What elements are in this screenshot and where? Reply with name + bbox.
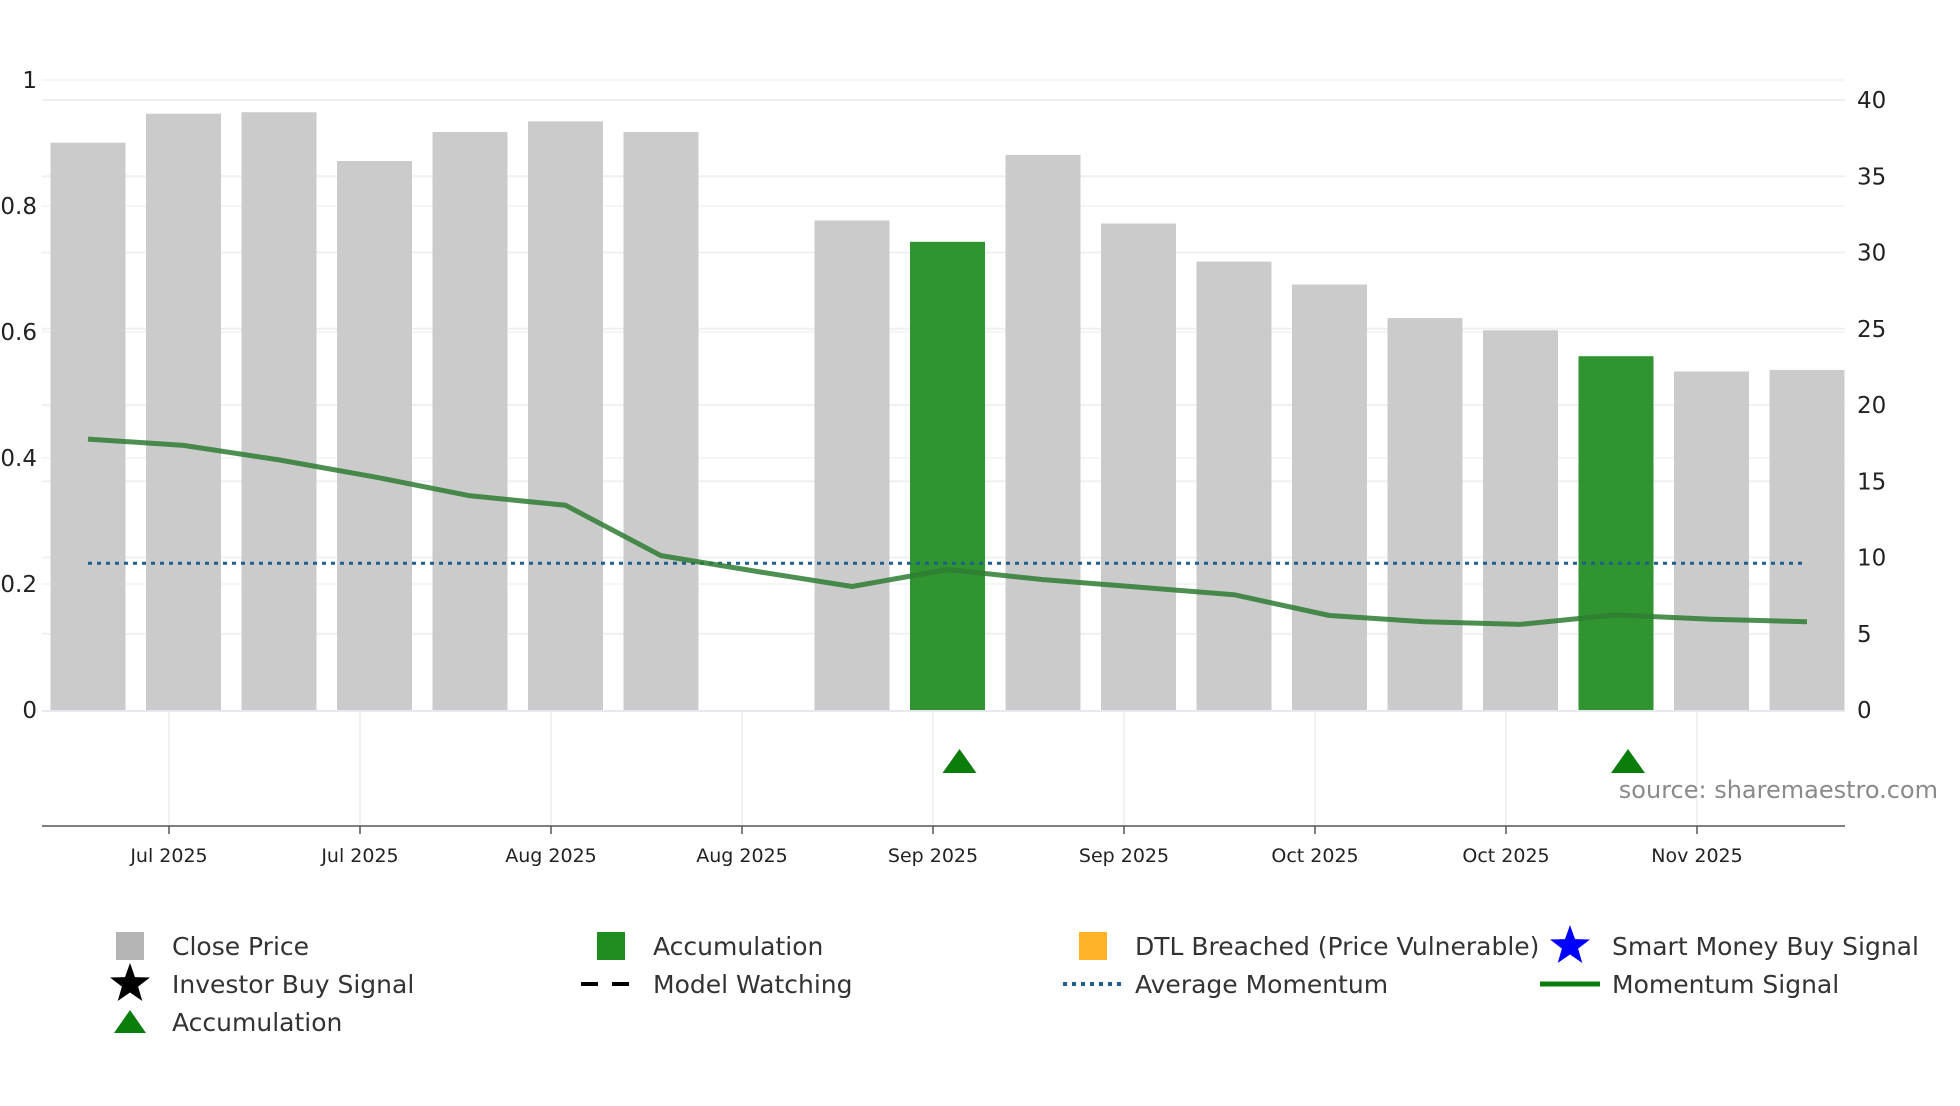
left-axis-tick-label: 0.8 [0, 194, 37, 220]
legend-label: Momentum Signal [1612, 970, 1839, 999]
right-axis-tick-label: 30 [1857, 241, 1886, 267]
x-tick-label: Sep 2025 [1079, 845, 1169, 867]
right-axis-tick-label: 10 [1857, 546, 1886, 572]
legend-label: DTL Breached (Price Vulnerable) [1135, 932, 1539, 961]
momentum-signal-line [87, 436, 1808, 627]
close-price-bar-9 [1005, 154, 1081, 710]
close-price-bar-14 [1483, 330, 1558, 710]
legend-symbol-black-star-icon [110, 963, 150, 1001]
x-tick-label: Jul 2025 [129, 845, 207, 867]
legend-label: Smart Money Buy Signal [1612, 932, 1919, 961]
right-axis-tick-label: 5 [1857, 622, 1872, 648]
close-price-bar-2 [241, 112, 317, 710]
left-axis-tick-label: 0.6 [0, 320, 37, 346]
right-axis-tick-label: 20 [1857, 393, 1886, 419]
left-axis-tick-label: 1 [22, 68, 37, 94]
accumulation-triangle-marker-0 [942, 749, 977, 773]
legend-symbol-gray-square-icon [116, 932, 144, 960]
left-axis-tick-label: 0.4 [0, 446, 37, 472]
x-tick-label: Jul 2025 [320, 845, 398, 867]
legend-label: Investor Buy Signal [172, 970, 414, 999]
close-price-bar-7 [814, 220, 890, 710]
x-tick-label: Aug 2025 [696, 845, 788, 867]
legend-symbol-blue-star-icon [1550, 925, 1590, 963]
legend-label: Accumulation [172, 1008, 342, 1037]
accumulation-bar-8 [910, 241, 985, 710]
x-tick-label: Aug 2025 [505, 845, 597, 867]
legend-label: Close Price [172, 932, 309, 961]
close-price-bar-6 [623, 132, 699, 710]
x-tick-label: Sep 2025 [888, 845, 978, 867]
legend-label: Accumulation [653, 932, 823, 961]
close-price-bar-11 [1196, 261, 1272, 710]
close-price-bar-17 [1769, 369, 1845, 710]
left-axis-tick-label: 0.2 [0, 572, 37, 598]
right-axis-tick-label: 25 [1857, 317, 1886, 343]
legend-label: Average Momentum [1135, 970, 1388, 999]
close-price-bar-1 [146, 113, 221, 711]
source-label: source: sharemaestro.com [1619, 776, 1938, 804]
close-price-bar-5 [528, 121, 603, 711]
legend-symbol-orange-square-icon [1079, 932, 1107, 960]
right-axis-tick-label: 40 [1857, 88, 1886, 114]
right-axis-tick-label: 35 [1857, 164, 1886, 190]
accumulation-triangle-marker-1 [1611, 749, 1645, 773]
x-tick-label: Nov 2025 [1651, 845, 1742, 867]
x-tick-label: Oct 2025 [1462, 845, 1549, 867]
close-price-bar-0 [50, 142, 126, 710]
right-axis-tick-label: 0 [1857, 698, 1872, 724]
left-axis-tick-label: 0 [22, 698, 37, 724]
close-price-bar-13 [1387, 318, 1463, 710]
legend-symbol-green-triangle-icon [114, 1010, 146, 1033]
close-price-bar-16 [1674, 371, 1749, 710]
close-price-bar-12 [1292, 284, 1367, 710]
legend-label: Model Watching [653, 970, 853, 999]
close-price-bar-4 [432, 132, 508, 710]
x-tick-label: Oct 2025 [1271, 845, 1358, 867]
accumulation-bar-15 [1578, 356, 1654, 710]
right-axis-tick-label: 15 [1857, 469, 1886, 495]
legend-symbol-green-square-icon [597, 932, 625, 960]
close-price-bar-10 [1101, 223, 1176, 710]
close-price-bar-3 [337, 161, 412, 710]
